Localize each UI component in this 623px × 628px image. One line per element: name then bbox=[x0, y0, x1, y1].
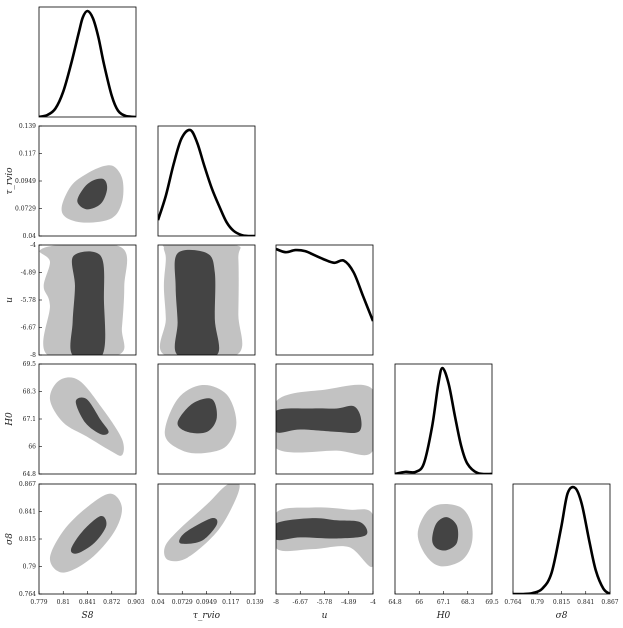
contour-inner-S8-H0 bbox=[75, 397, 109, 435]
marginal-curve-u bbox=[276, 247, 373, 322]
x-tick-label-H0-0: 64.8 bbox=[388, 599, 402, 606]
panel-frame-tau-u bbox=[157, 244, 256, 356]
contour-inner-tau-u bbox=[174, 249, 220, 355]
x-tick-label-sigma8-1: 0.79 bbox=[531, 599, 545, 606]
x-tick-label-H0-3: 68.3 bbox=[461, 599, 475, 606]
x-tick-label-H0-2: 67.1 bbox=[437, 599, 450, 606]
y-tick-label-H0-2: 67.1 bbox=[23, 416, 36, 423]
panel-frame-S8-S8 bbox=[38, 6, 137, 118]
x-tick-label-u-4: -4 bbox=[370, 599, 376, 606]
y-axis-label-u: u bbox=[5, 297, 15, 303]
x-tick-label-H0-1: 66 bbox=[415, 599, 423, 606]
y-tick-label-tau-2: 0.0949 bbox=[15, 178, 36, 185]
panel-frame-H0-H0 bbox=[394, 363, 493, 475]
contour-inner-H0-sigma8 bbox=[432, 517, 459, 551]
contour-inner-u-sigma8 bbox=[276, 518, 368, 541]
y-tick-label-tau-1: 0.0729 bbox=[15, 206, 36, 213]
y-tick-label-sigma8-3: 0.841 bbox=[19, 509, 36, 516]
y-tick-label-H0-3: 68.3 bbox=[23, 389, 37, 396]
x-tick-label-sigma8-2: 0.815 bbox=[553, 599, 570, 606]
x-tick-label-u-3: -4.89 bbox=[341, 599, 357, 606]
y-tick-label-sigma8-0: 0.764 bbox=[19, 591, 36, 598]
x-tick-label-sigma8-0: 0.764 bbox=[504, 599, 521, 606]
panel-frame-u-H0 bbox=[275, 363, 374, 475]
y-tick-label-H0-4: 69.5 bbox=[23, 361, 37, 368]
y-axis-label-H0: H0 bbox=[5, 412, 15, 427]
x-tick-label-H0-4: 69.5 bbox=[485, 599, 499, 606]
contour-inner-S8-tau bbox=[77, 178, 108, 210]
x-tick-label-S8-3: 0.872 bbox=[103, 599, 120, 606]
x-axis-label-H0: H0 bbox=[436, 611, 451, 621]
x-tick-label-tau-0: 0.04 bbox=[151, 599, 165, 606]
y-tick-label-sigma8-4: 0.867 bbox=[19, 481, 36, 488]
x-tick-label-u-0: -8 bbox=[273, 599, 279, 606]
contour-inner-u-H0 bbox=[276, 405, 362, 434]
y-axis-label-tau: τ_rvio bbox=[5, 167, 15, 195]
y-tick-label-tau-0: 0.04 bbox=[23, 233, 37, 240]
marginal-curve-S8 bbox=[39, 9, 136, 117]
y-tick-label-sigma8-2: 0.815 bbox=[19, 536, 36, 543]
x-tick-label-tau-1: 0.0729 bbox=[172, 599, 193, 606]
x-axis-label-tau: τ_rvio bbox=[193, 611, 221, 621]
x-tick-label-sigma8-4: 0.867 bbox=[601, 599, 618, 606]
panel-frame-tau-H0 bbox=[157, 363, 256, 475]
x-tick-label-tau-2: 0.0949 bbox=[196, 599, 217, 606]
x-tick-label-sigma8-3: 0.841 bbox=[577, 599, 594, 606]
marginal-curve-H0 bbox=[395, 366, 492, 474]
y-tick-label-u-1: -6.67 bbox=[21, 325, 37, 332]
x-tick-label-tau-4: 0.139 bbox=[246, 599, 263, 606]
y-tick-label-u-0: -8 bbox=[30, 352, 36, 359]
x-tick-label-S8-1: 0.81 bbox=[57, 599, 70, 606]
y-tick-label-H0-0: 64.8 bbox=[23, 471, 37, 478]
y-tick-label-tau-3: 0.117 bbox=[19, 151, 36, 158]
x-tick-label-tau-3: 0.117 bbox=[222, 599, 239, 606]
y-tick-label-tau-4: 0.139 bbox=[19, 123, 36, 130]
y-tick-label-u-2: -5.78 bbox=[21, 297, 37, 304]
contour-inner-tau-H0 bbox=[177, 398, 217, 434]
contour-inner-S8-sigma8 bbox=[70, 515, 107, 554]
y-tick-label-u-4: -4 bbox=[30, 242, 36, 249]
y-axis-label-sigma8: σ8 bbox=[5, 533, 15, 545]
x-tick-label-u-1: -6.67 bbox=[293, 599, 309, 606]
contour-inner-S8-u bbox=[70, 251, 106, 355]
marginal-curve-sigma8 bbox=[513, 485, 610, 594]
x-axis-label-u: u bbox=[322, 611, 328, 621]
y-tick-label-u-3: -4.89 bbox=[21, 270, 37, 277]
x-tick-label-S8-4: 0.903 bbox=[127, 599, 144, 606]
panel-frame-sigma8-sigma8 bbox=[512, 483, 611, 595]
panel-frame-tau-tau bbox=[157, 125, 256, 237]
contour-outer-tau-sigma8 bbox=[164, 484, 240, 562]
x-axis-label-sigma8: σ8 bbox=[556, 611, 568, 621]
panel-frame-u-u bbox=[275, 244, 374, 356]
marginal-curve-tau bbox=[158, 128, 255, 236]
contour-inner-tau-sigma8 bbox=[179, 517, 218, 544]
y-tick-label-H0-1: 66 bbox=[28, 444, 36, 451]
x-tick-label-S8-2: 0.841 bbox=[79, 599, 96, 606]
x-axis-label-S8: S8 bbox=[82, 611, 94, 621]
y-tick-label-sigma8-1: 0.79 bbox=[23, 564, 37, 571]
x-tick-label-u-2: -5.78 bbox=[317, 599, 333, 606]
x-tick-label-S8-0: 0.779 bbox=[30, 599, 47, 606]
